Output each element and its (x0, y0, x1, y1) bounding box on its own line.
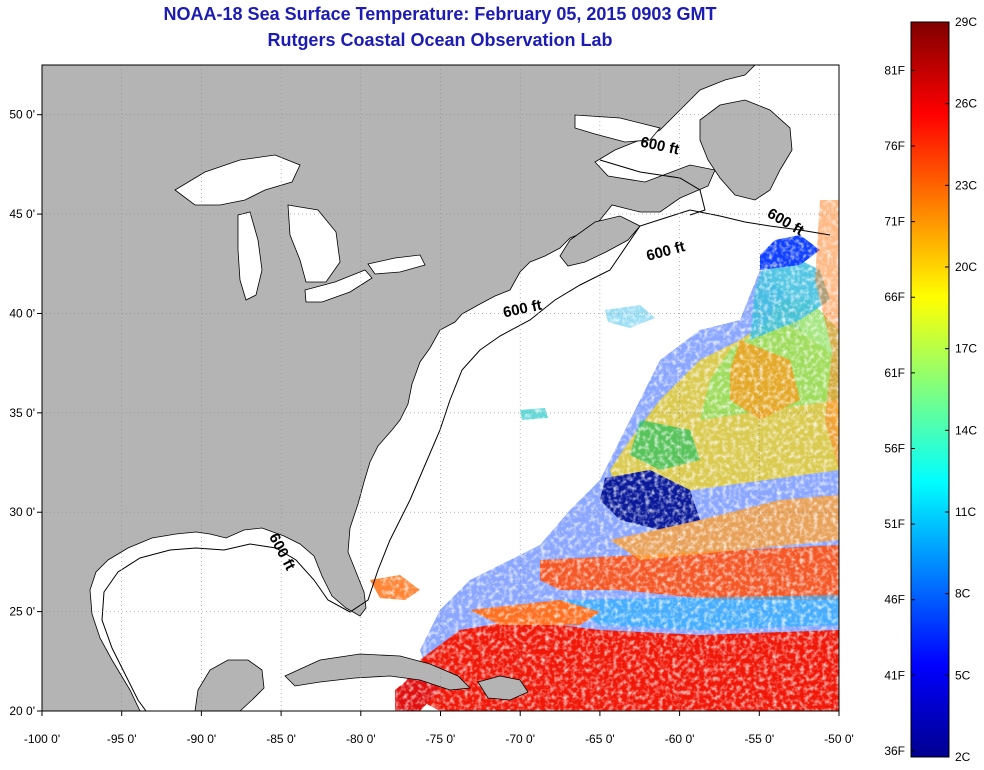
colorbar-celsius-label: 23C (955, 178, 977, 192)
lon-tick-label: -100 0' (24, 732, 60, 746)
colorbar-fahrenheit-label: 81F (884, 63, 905, 77)
lat-tick-label: 45 0' (9, 207, 35, 221)
lat-tick-label: 30 0' (9, 505, 35, 519)
colorbar-celsius-label: 2C (955, 750, 971, 764)
depth-contour-600ft (101, 209, 831, 711)
longitude-ticks: -100 0' -95 0' -90 0' -85 0' -80 0' -75 0' -70… (24, 711, 854, 746)
colorbar-celsius-label: 11C (955, 505, 976, 519)
yucatan-land (194, 659, 265, 711)
colorbar-gradient (910, 21, 950, 758)
hispaniola-land (477, 675, 529, 701)
colorbar-celsius-label: 29C (955, 15, 977, 29)
cuba-land (284, 653, 471, 691)
latitude-ticks: 20 0' 25 0' 30 0' 35 0' 40 0' 45 0' 50 0' (9, 108, 42, 718)
colorbar-fahrenheit-label: 51F (884, 517, 905, 531)
lon-tick-label: -95 0' (107, 732, 137, 746)
lat-tick-label: 25 0' (9, 605, 35, 619)
colorbar-celsius-label: 26C (955, 97, 977, 111)
map-subtitle: Rutgers Coastal Ocean Observation Lab (267, 30, 613, 50)
colorbar-celsius-label: 17C (955, 342, 977, 356)
colorbar-celsius-label: 20C (955, 260, 977, 274)
north-america-land (42, 65, 756, 711)
lon-tick-label: -50 0' (824, 732, 854, 746)
lat-tick-label: 20 0' (9, 704, 35, 718)
colorbar-fahrenheit-label: 71F (884, 215, 905, 229)
lon-tick-label: -65 0' (585, 732, 615, 746)
lon-tick-label: -90 0' (187, 732, 217, 746)
colorbar-celsius-label: 14C (955, 423, 977, 437)
colorbar-celsius-label: 5C (955, 668, 971, 682)
lon-tick-label: -80 0' (346, 732, 376, 746)
lon-tick-label: -60 0' (665, 732, 695, 746)
colorbar-celsius-label: 8C (955, 587, 971, 601)
lon-tick-label: -75 0' (426, 732, 456, 746)
colorbar-fahrenheit-label: 56F (884, 441, 905, 455)
lon-tick-label: -55 0' (744, 732, 774, 746)
colorbar-fahrenheit-label: 76F (884, 139, 905, 153)
colorbar-fahrenheit-label: 66F (884, 290, 905, 304)
colorbar-fahrenheit-label: 36F (884, 744, 905, 758)
colorbar-fahrenheit-label: 46F (884, 593, 905, 607)
colorbar-fahrenheit-label: 61F (884, 366, 905, 380)
map-title: NOAA-18 Sea Surface Temperature: Februar… (163, 4, 717, 24)
lat-tick-label: 50 0' (9, 108, 35, 122)
newfoundland-land (699, 99, 793, 201)
lon-tick-label: -70 0' (505, 732, 535, 746)
depth-contour-600ft-north (599, 159, 706, 216)
lon-tick-label: -85 0' (266, 732, 296, 746)
lat-tick-label: 35 0' (9, 406, 35, 420)
lat-tick-label: 40 0' (9, 306, 35, 320)
great-lakes (174, 154, 426, 303)
colorbar-fahrenheit-label: 41F (884, 668, 905, 682)
temperature-colorbar: 29C 26C 23C 20C 17C 14C 11C 8C 5C 2C 81F 76F 71F 66F… (884, 15, 977, 764)
gulf-st-lawrence (574, 114, 661, 143)
graticule (42, 65, 839, 711)
